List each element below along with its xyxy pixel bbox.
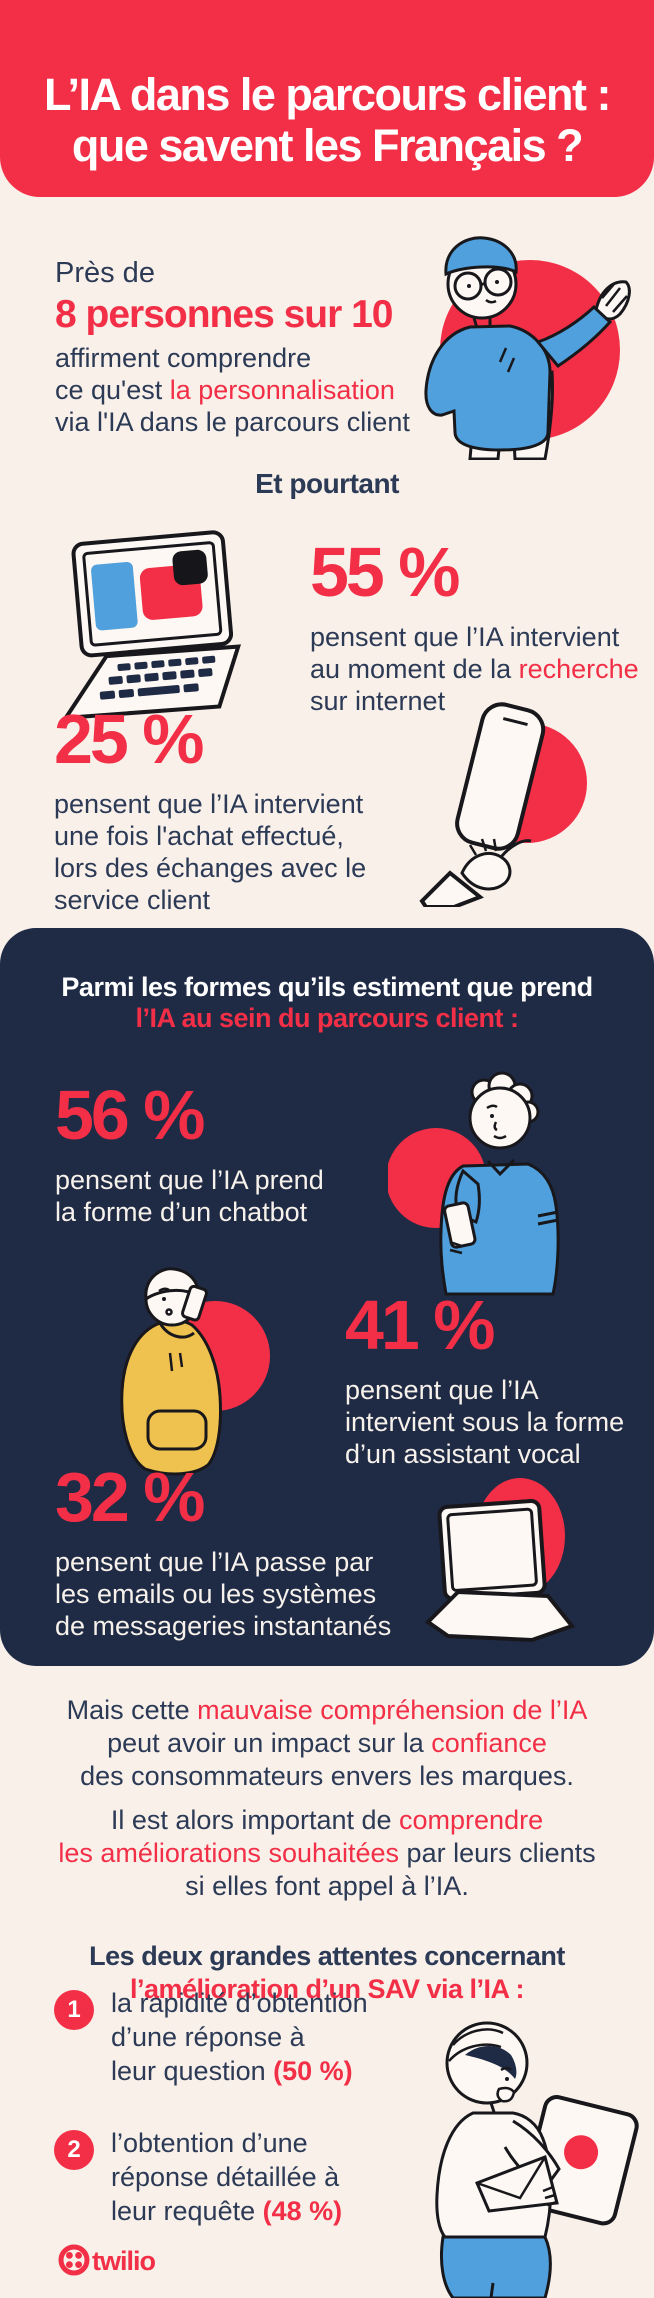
item-2-line1: l’obtention d’une (111, 2128, 308, 2158)
expectation-item-2: 2 l’obtention d’une réponse détaillée à … (54, 2126, 342, 2228)
outro-p2-line2-red: les améliorations souhaitées (58, 1838, 400, 1868)
panel-title-line1: Parmi les formes qu’ils estiment que pre… (61, 972, 593, 1002)
item-1-line3: leur question (50 %) (111, 2054, 368, 2088)
transition-heading: Et pourtant (255, 468, 399, 499)
outro-p1-line1-dark: Mais cette (66, 1695, 198, 1725)
intro-text-line2: ce qu'est la personnalisation (55, 374, 410, 406)
stat-25-line2: une fois l'achat effectué, (54, 821, 344, 851)
stat-25-block: 25 % pensent que l’IA intervient une foi… (54, 700, 366, 916)
twilio-logo: twilio (58, 2244, 156, 2276)
item-2-line3: leur requête (48 %) (111, 2194, 342, 2228)
stat-55-line2-red: recherche (518, 654, 639, 684)
stat-55-line2-dark: au moment de la (310, 654, 519, 684)
outro-paragraph-2: Il est alors important de comprendre les… (0, 1804, 654, 1903)
expectation-item-1: 1 la rapidité d’obtention d’une réponse … (54, 1986, 368, 2088)
intro-text-line2-red: la personnalisation (169, 375, 395, 405)
outro-p2-line2-dark: par leurs clients (399, 1838, 596, 1868)
outro-paragraph-1: Mais cette mauvaise compréhension de l’I… (0, 1694, 654, 1793)
stat-41-line1: pensent que l’IA (345, 1375, 539, 1405)
person-with-phone-illustration (388, 1071, 560, 1296)
stat-25-value: 25 % (54, 700, 205, 778)
intro-kicker: Près de (55, 257, 155, 289)
outro-p1-line3: des consommateurs envers les marques. (80, 1761, 574, 1791)
stat-55-line3: sur internet (310, 686, 446, 716)
intro-stat-value: 8 personnes sur 10 (55, 293, 393, 336)
item-1-text: la rapidité d’obtention d’une réponse à … (111, 1986, 368, 2088)
hand-holding-phone-illustration (419, 702, 587, 907)
woman-with-laptop-illustration (435, 2021, 639, 2298)
outro-p2-line1-dark: Il est alors important de (110, 1805, 400, 1835)
open-laptop-illustration (424, 1478, 576, 1643)
outro-p1-line2-red: confiance (431, 1728, 547, 1758)
panel-title-line2: l’IA au sein du parcours client : (135, 1003, 519, 1033)
outro-p1-line1: Mais cette mauvaise compréhension de l’I… (0, 1694, 654, 1727)
stat-32-block: 32 % pensent que l’IA passe par les emai… (55, 1458, 391, 1642)
item-1-line2: d’une réponse à (111, 2022, 305, 2052)
stat-56-line1: pensent que l’IA prend (55, 1165, 324, 1195)
header-banner: L’IA dans le parcours client : que saven… (0, 0, 654, 197)
item-1-line3-red: (50 %) (273, 2056, 353, 2086)
outro-p2-line2: les améliorations souhaitées par leurs c… (0, 1837, 654, 1870)
stat-56-block: 56 % pensent que l’IA prend la forme d’u… (55, 1076, 324, 1228)
stat-56-line2: la forme d’un chatbot (55, 1197, 308, 1227)
item-2-line3-dark: leur requête (111, 2196, 263, 2226)
intro-text-line2-dark: ce qu'est (55, 375, 170, 405)
stat-25-line3: lors des échanges avec le (54, 853, 367, 883)
stat-55-value: 55 % (310, 533, 461, 611)
item-1-line3-dark: leur question (111, 2056, 274, 2086)
stat-56-value: 56 % (55, 1076, 206, 1154)
item-2-text: l’obtention d’une réponse détaillée à le… (111, 2126, 342, 2228)
ai-forms-panel: Parmi les formes qu’ils estiment que pre… (0, 928, 654, 1666)
intro-text-line1: affirment comprendre (55, 343, 312, 373)
twilio-wordmark: twilio (92, 2246, 155, 2276)
stat-41-line3: d’un assistant vocal (345, 1439, 581, 1469)
stat-32-line1: pensent que l’IA passe par (55, 1547, 374, 1577)
outro-p1-line2: peut avoir un impact sur la confiance (0, 1727, 654, 1760)
expectations-heading-line1: Les deux grandes attentes concernant (89, 1941, 565, 1971)
stat-25-line4: service client (54, 885, 211, 915)
outro-p2-line1: Il est alors important de comprendre (0, 1804, 654, 1837)
stat-41-block: 41 % pensent que l’IA intervient sous la… (345, 1286, 624, 1470)
hoodie-person-on-phone-illustration (120, 1267, 270, 1476)
expectations-heading: Les deux grandes attentes concernant l’a… (0, 1940, 654, 2006)
expectations-heading-line2: l’amélioration d’un SAV via l’IA : (129, 1974, 525, 2004)
intro-stat-block: Près de 8 personnes sur 10 affirment com… (55, 256, 410, 438)
outro-p1-line2-dark: peut avoir un impact sur la (107, 1728, 432, 1758)
item-2-line2: réponse détaillée à (111, 2162, 340, 2192)
item-2-number-badge: 2 (54, 2130, 94, 2170)
laptop-screen-illustration (61, 530, 241, 720)
item-2-line3-red: (48 %) (262, 2196, 343, 2226)
stat-25-line1: pensent que l’IA intervient (54, 789, 364, 819)
waving-person-illustration (424, 236, 631, 460)
page-title-line1: L’IA dans le parcours client : (44, 69, 612, 120)
intro-text-line3: via l'IA dans le parcours client (55, 407, 410, 437)
outro-p1-line1-red: mauvaise compréhension de l’IA (197, 1695, 588, 1725)
stat-55-block: 55 % pensent que l’IA intervient au mome… (310, 533, 639, 717)
outro-p2-line1-red: comprendre (399, 1805, 544, 1835)
stat-41-line2: intervient sous la forme (345, 1407, 625, 1437)
stat-41-value: 41 % (345, 1286, 496, 1364)
stat-55-line1: pensent que l’IA intervient (310, 622, 620, 652)
stat-55-line2: au moment de la recherche (310, 653, 639, 685)
stat-32-line2: les emails ou les systèmes (55, 1579, 377, 1609)
stat-32-line3: de messageries instantanés (55, 1611, 392, 1641)
outro-p2-line3: si elles font appel à l’IA. (185, 1871, 469, 1901)
item-1-number-badge: 1 (54, 1990, 94, 2030)
panel-title: Parmi les formes qu’ils estiment que pre… (0, 972, 654, 1034)
item-1-line1: la rapidité d’obtention (111, 1988, 368, 2018)
page-title-line2: que savent les Français ? (71, 120, 584, 171)
stat-32-value: 32 % (55, 1458, 206, 1536)
